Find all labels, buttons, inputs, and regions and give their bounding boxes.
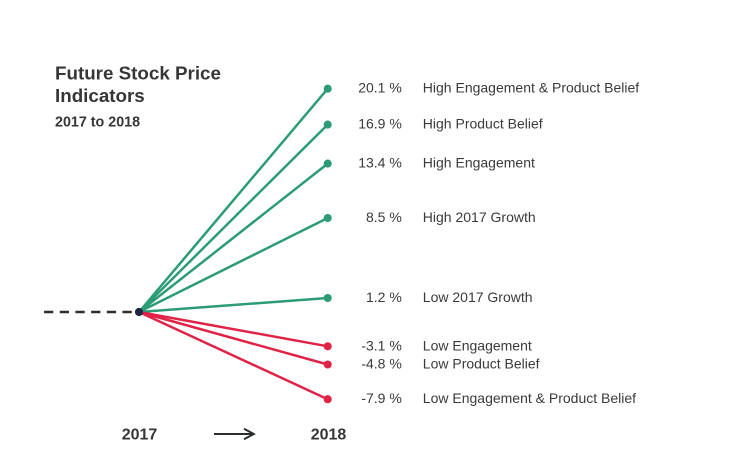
svg-text:-3.1 %: -3.1 % bbox=[361, 337, 401, 353]
svg-text:13.4 %: 13.4 % bbox=[358, 155, 402, 171]
svg-text:2017 to 2018: 2017 to 2018 bbox=[55, 114, 140, 130]
svg-text:Future Stock Price: Future Stock Price bbox=[55, 63, 221, 84]
svg-text:Indicators: Indicators bbox=[55, 85, 145, 106]
svg-text:1.2 %: 1.2 % bbox=[366, 289, 402, 305]
svg-text:High 2017 Growth: High 2017 Growth bbox=[423, 209, 536, 225]
svg-text:8.5 %: 8.5 % bbox=[366, 209, 402, 225]
svg-text:-7.9 %: -7.9 % bbox=[361, 390, 401, 406]
svg-text:High Product Belief: High Product Belief bbox=[423, 116, 543, 132]
svg-text:20.1 %: 20.1 % bbox=[358, 80, 402, 96]
svg-text:Low 2017 Growth: Low 2017 Growth bbox=[423, 289, 533, 305]
svg-text:High Engagement & Product Beli: High Engagement & Product Belief bbox=[423, 80, 639, 96]
svg-text:2018: 2018 bbox=[311, 427, 347, 444]
svg-text:2017: 2017 bbox=[122, 427, 158, 444]
svg-text:Low Product Belief: Low Product Belief bbox=[423, 356, 540, 372]
svg-text:16.9 %: 16.9 % bbox=[358, 116, 402, 132]
svg-text:Low Engagement & Product Belie: Low Engagement & Product Belief bbox=[423, 390, 636, 406]
svg-text:Low Engagement: Low Engagement bbox=[423, 337, 532, 353]
svg-text:-4.8 %: -4.8 % bbox=[361, 356, 401, 372]
svg-text:High Engagement: High Engagement bbox=[423, 155, 535, 171]
